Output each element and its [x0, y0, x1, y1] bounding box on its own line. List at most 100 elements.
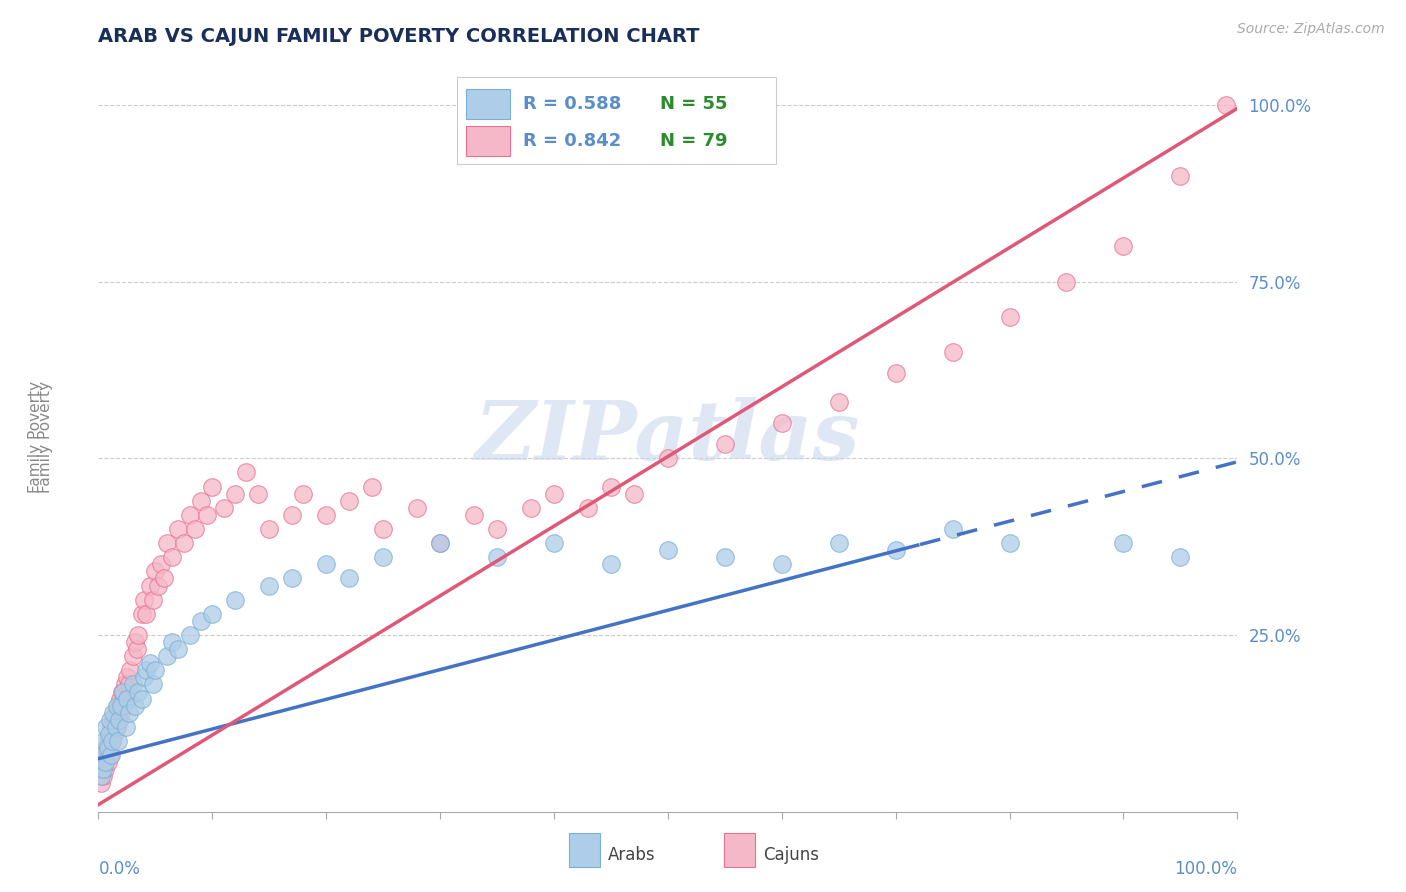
Point — [884, 367, 907, 381]
Point — [110, 698, 132, 713]
Point — [259, 522, 281, 536]
Point — [105, 698, 128, 713]
Point — [463, 508, 485, 522]
Point — [942, 522, 965, 536]
Point — [281, 508, 304, 522]
Point — [828, 536, 851, 550]
Point — [1112, 536, 1135, 550]
Point — [135, 607, 157, 621]
Point — [91, 769, 114, 783]
Point — [1112, 239, 1135, 253]
Point — [259, 578, 281, 592]
Point — [371, 550, 394, 565]
Point — [150, 558, 173, 572]
Point — [127, 684, 149, 698]
Text: Cajuns: Cajuns — [763, 846, 820, 863]
Point — [93, 748, 115, 763]
Point — [224, 486, 246, 500]
Point — [942, 345, 965, 359]
Text: 0.0%: 0.0% — [98, 861, 141, 879]
Point — [543, 536, 565, 550]
Point — [104, 706, 127, 720]
Point — [103, 727, 125, 741]
Point — [103, 706, 125, 720]
Point — [114, 720, 136, 734]
Point — [337, 493, 360, 508]
Text: R = 0.842: R = 0.842 — [523, 132, 621, 150]
Point — [623, 486, 645, 500]
Point — [124, 698, 146, 713]
Point — [132, 592, 155, 607]
FancyBboxPatch shape — [457, 78, 776, 163]
Text: Source: ZipAtlas.com: Source: ZipAtlas.com — [1237, 22, 1385, 37]
Point — [121, 677, 143, 691]
Point — [246, 486, 269, 500]
Point — [235, 466, 257, 480]
Point — [486, 522, 509, 536]
Point — [657, 451, 679, 466]
Point — [1054, 275, 1078, 289]
Point — [156, 536, 179, 550]
Point — [96, 741, 118, 756]
Point — [998, 536, 1021, 550]
Point — [98, 713, 121, 727]
Point — [98, 748, 121, 763]
Point — [1215, 98, 1237, 112]
Text: ZIPatlas: ZIPatlas — [475, 397, 860, 477]
Point — [770, 558, 793, 572]
Point — [998, 310, 1021, 324]
Bar — [569, 833, 600, 867]
Point — [91, 762, 114, 776]
Point — [111, 684, 134, 698]
Point — [118, 706, 141, 720]
Text: Arabs: Arabs — [607, 846, 655, 863]
Text: Family Poverty: Family Poverty — [38, 381, 53, 493]
Bar — [724, 833, 755, 867]
Point — [315, 508, 337, 522]
Point — [96, 741, 118, 756]
Point — [114, 691, 136, 706]
Point — [114, 677, 136, 691]
Point — [714, 437, 737, 451]
Point — [101, 734, 124, 748]
Point — [543, 486, 565, 500]
Point — [120, 664, 142, 678]
Point — [96, 756, 118, 770]
Point — [107, 698, 129, 713]
Point — [179, 628, 201, 642]
Point — [828, 394, 851, 409]
Point — [486, 550, 509, 565]
Point — [131, 691, 153, 706]
Point — [93, 734, 115, 748]
Point — [576, 500, 599, 515]
Point — [195, 508, 218, 522]
Point — [138, 578, 160, 592]
Point — [520, 500, 543, 515]
Point — [1170, 169, 1192, 183]
Point — [90, 762, 112, 776]
Point — [142, 592, 165, 607]
Point — [167, 522, 190, 536]
Point — [770, 416, 793, 430]
Point — [190, 493, 212, 508]
Point — [429, 536, 451, 550]
Point — [371, 522, 394, 536]
Point — [100, 720, 122, 734]
Text: N = 55: N = 55 — [659, 95, 727, 112]
Point — [714, 550, 737, 565]
Text: R = 0.588: R = 0.588 — [523, 95, 621, 112]
Point — [167, 642, 190, 657]
Point — [97, 734, 120, 748]
Bar — [467, 126, 509, 156]
Point — [145, 565, 167, 579]
Point — [162, 550, 184, 565]
Point — [657, 543, 679, 558]
Point — [162, 635, 184, 649]
Point — [97, 727, 120, 741]
Point — [90, 769, 112, 783]
Point — [142, 677, 165, 691]
Point — [90, 776, 112, 790]
Point — [190, 614, 212, 628]
Bar — [467, 88, 509, 119]
Point — [600, 558, 623, 572]
